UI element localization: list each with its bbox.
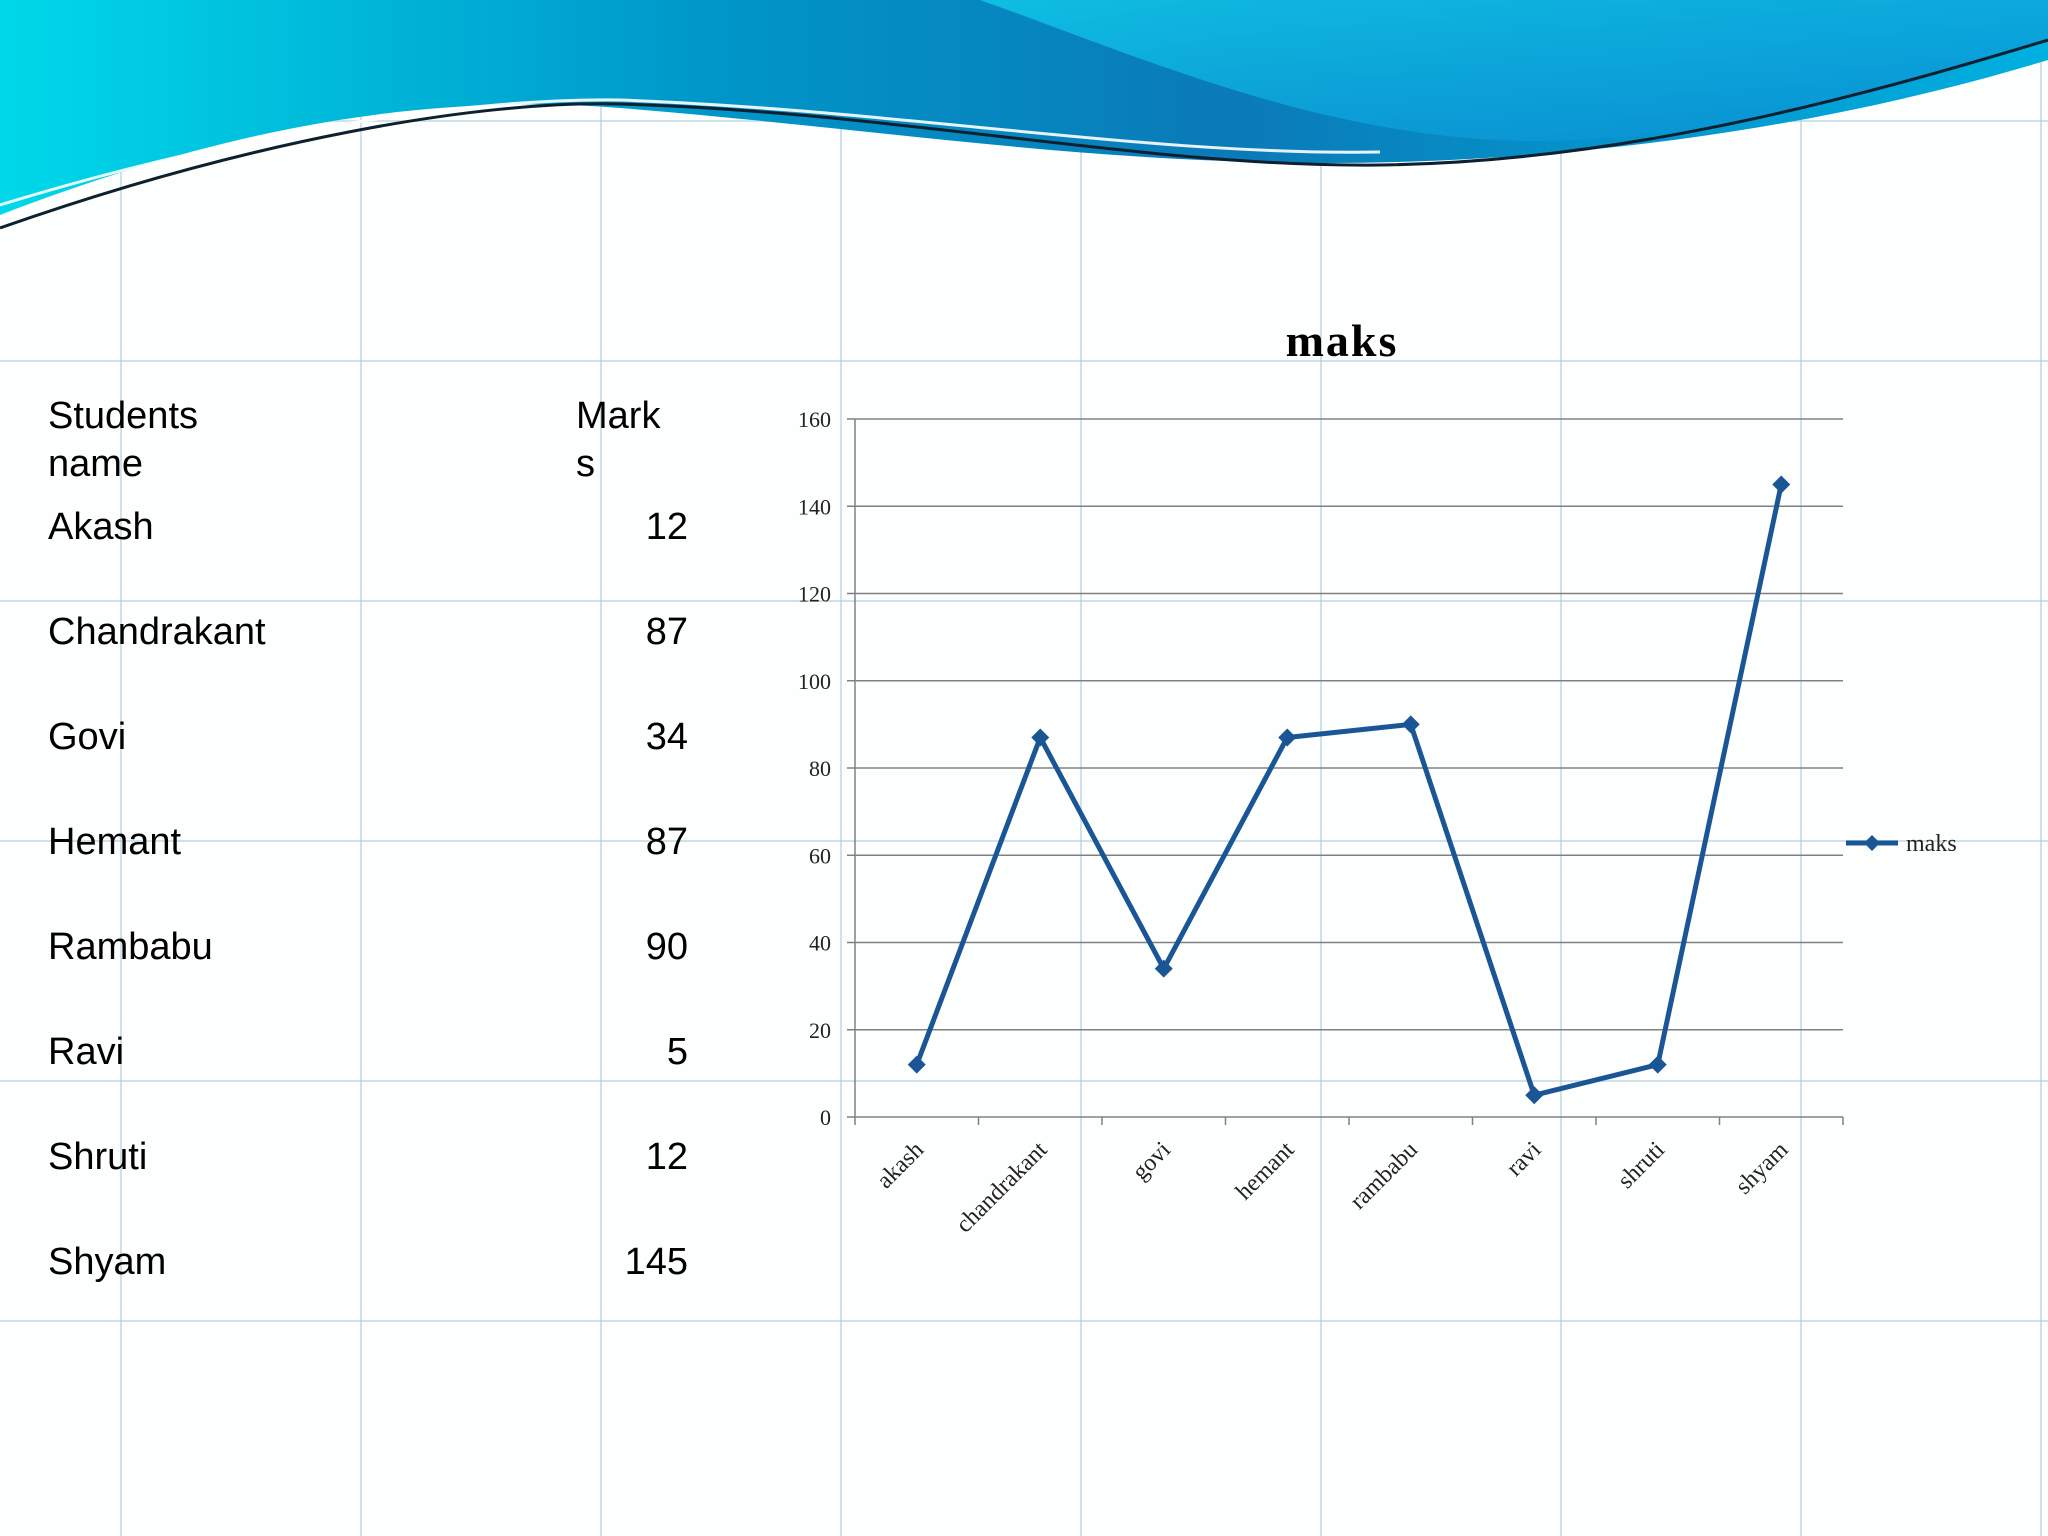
student-mark: 12 (645, 506, 688, 548)
header-wave-decoration (0, 0, 2048, 230)
x-tick-label: shruti (1613, 1137, 1670, 1194)
student-mark: 90 (645, 926, 688, 968)
legend-label: maks (1906, 831, 1957, 857)
student-mark: 5 (666, 1031, 688, 1073)
x-tick-label: rambabu (1345, 1137, 1423, 1215)
y-tick-label: 120 (798, 582, 831, 607)
header-marks-text: Marks (576, 395, 661, 485)
student-mark: 87 (645, 611, 688, 653)
data-point (1154, 959, 1173, 978)
y-tick-label: 100 (798, 669, 831, 694)
table-row: Govi 34 (48, 714, 698, 819)
data-point (1031, 728, 1050, 747)
chart-series (907, 475, 1791, 1105)
x-tick-label: ravi (1502, 1137, 1547, 1182)
chart-title: maks (1286, 315, 1399, 366)
y-tick-label: 140 (798, 494, 831, 519)
header-students-name-text: Students name (48, 395, 198, 485)
x-tick-label: govi (1127, 1137, 1176, 1186)
chart-gridlines (855, 418, 1843, 1031)
y-tick-label: 160 (798, 407, 831, 432)
y-tick-label: 40 (809, 931, 831, 956)
marks-table: Students name Marks Akash 12 Chandrakant… (48, 392, 698, 1344)
x-tick-label: akash (872, 1137, 929, 1194)
y-tick-label: 20 (809, 1018, 831, 1043)
header-students-name: Students name (48, 392, 576, 504)
table-row: Chandrakant 87 (48, 609, 698, 714)
y-tick-label: 60 (809, 843, 831, 868)
student-name: Rambabu (48, 926, 213, 968)
x-tick-label: shyam (1731, 1137, 1794, 1200)
data-point (1772, 475, 1791, 494)
student-name: Hemant (48, 821, 182, 863)
table-row: Rambabu 90 (48, 924, 698, 1029)
chart-legend: maks (1846, 831, 1957, 857)
table-row: Akash 12 (48, 504, 698, 609)
student-name: Shyam (48, 1241, 167, 1283)
table-row: Hemant 87 (48, 819, 698, 924)
x-tick-label: chandrakant (951, 1137, 1053, 1239)
data-point (1278, 728, 1297, 747)
series-line (914, 483, 1784, 1098)
marks-line-chart: maks 0 20 40 60 80 100 120 140 160 akash chandraka… (798, 315, 1957, 1239)
student-name: Ravi (48, 1031, 125, 1073)
y-tick-label: 80 (809, 756, 831, 781)
table-row: Shyam 145 (48, 1239, 698, 1344)
student-mark: 12 (645, 1136, 688, 1178)
student-mark: 87 (645, 821, 688, 863)
student-name: Shruti (48, 1136, 148, 1178)
table-header-row: Students name Marks (48, 392, 698, 504)
header-marks: Marks (576, 392, 698, 504)
table-row: Ravi 5 (48, 1029, 698, 1134)
student-name: Akash (48, 506, 154, 548)
data-point (1401, 715, 1420, 734)
student-name: Chandrakant (48, 611, 266, 653)
table-row: Shruti 12 (48, 1134, 698, 1239)
student-name: Govi (48, 716, 127, 758)
student-mark: 34 (645, 716, 688, 758)
student-mark: 145 (624, 1241, 688, 1283)
data-point (1648, 1055, 1667, 1074)
x-tick-label: hemant (1231, 1137, 1300, 1206)
data-point (1525, 1086, 1544, 1105)
y-tick-label: 0 (820, 1105, 831, 1130)
data-point (907, 1055, 926, 1074)
legend-marker (1864, 835, 1880, 851)
chart-axes: 0 20 40 60 80 100 120 140 160 akash chandrakant gov… (798, 407, 1844, 1239)
